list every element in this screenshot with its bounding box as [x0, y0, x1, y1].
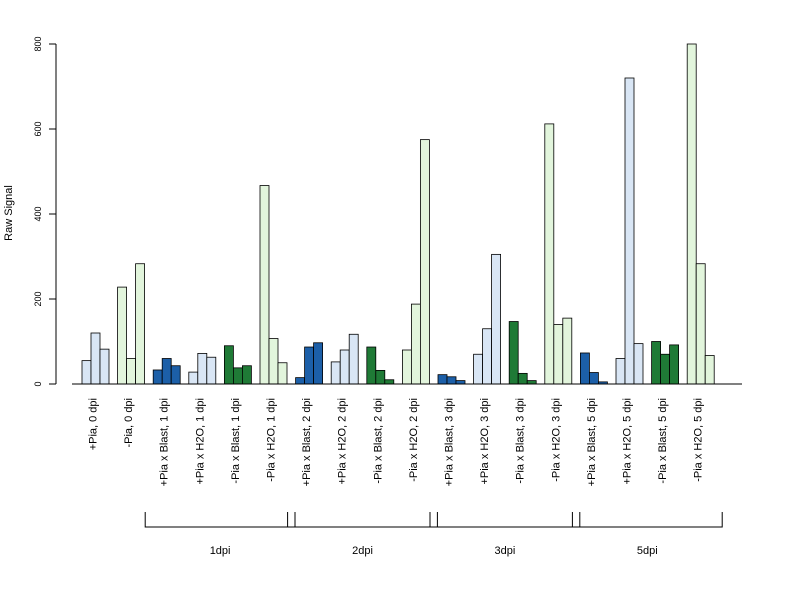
bar — [491, 253, 502, 385]
bar — [126, 358, 136, 385]
x-tick-label: +Pia x H2O, 2 dpi — [337, 398, 349, 485]
bar — [99, 348, 110, 385]
group-brackets: 1dpi 2dpi 3dpi 5dpi — [144, 512, 723, 557]
group-label: 1dpi — [210, 545, 231, 557]
y-tick-label: 0 — [33, 381, 43, 386]
bar — [339, 349, 350, 385]
bar — [313, 342, 324, 385]
bar — [508, 321, 519, 385]
x-tick-label: -Pia x H2O, 5 dpi — [693, 398, 705, 482]
x-tick-label: +Pia x H2O, 5 dpi — [622, 398, 634, 485]
x-tick-label: -Pia x Blast, 5 dpi — [657, 398, 669, 484]
bar — [517, 372, 528, 385]
x-tick-label: +Pia x Blast, 5 dpi — [586, 398, 598, 486]
bar — [197, 352, 208, 385]
x-tick-label: +Pia x Blast, 1 dpi — [159, 398, 171, 486]
x-tick-label: +Pia x Blast, 3 dpi — [444, 398, 456, 486]
bar — [419, 139, 430, 385]
bar — [206, 356, 217, 385]
x-tick-label: -Pia x H2O, 2 dpi — [408, 398, 420, 482]
x-tick-label: -Pia x Blast, 2 dpi — [372, 398, 384, 484]
group-label: 2dpi — [352, 545, 373, 557]
bar — [589, 372, 599, 385]
x-tick-label: +Pia x H2O, 3 dpi — [479, 398, 491, 485]
bar — [401, 349, 412, 385]
bar — [135, 263, 146, 385]
group-label: 5dpi — [637, 545, 658, 557]
x-tick-label: +Pia x Blast, 2 dpi — [301, 398, 313, 486]
x-tick-label: +Pia, 0 dpi — [88, 398, 100, 450]
bar — [161, 358, 172, 385]
bar — [686, 43, 697, 385]
bar — [117, 286, 127, 385]
bar — [384, 379, 395, 385]
bar — [90, 332, 101, 385]
bar — [375, 369, 386, 385]
bar — [669, 344, 679, 385]
bar — [615, 358, 626, 385]
bar — [366, 346, 377, 385]
bar — [704, 355, 715, 385]
bar — [660, 353, 670, 385]
group-bracket — [429, 512, 581, 528]
group-bracket — [287, 512, 438, 528]
bar — [437, 374, 448, 385]
y-tick-label: 400 — [33, 206, 43, 221]
bars — [81, 43, 715, 385]
bar — [330, 361, 341, 385]
bar — [277, 362, 288, 385]
x-tick-label: -Pia x Blast, 3 dpi — [515, 398, 527, 484]
bar — [624, 77, 635, 385]
x-tick-label: +Pia x H2O, 1 dpi — [194, 398, 206, 485]
bar — [562, 317, 573, 385]
bar — [268, 338, 279, 385]
y-axis: 0 200 400 600 800 — [33, 36, 57, 387]
bar — [455, 380, 466, 385]
bar — [223, 345, 234, 385]
bar — [259, 185, 270, 385]
bar — [188, 371, 199, 385]
x-tick-label: -Pia x Blast, 1 dpi — [230, 398, 242, 484]
bar — [544, 123, 555, 385]
y-tick-label: 800 — [33, 36, 43, 51]
x-tick-label: -Pia, 0 dpi — [123, 398, 135, 448]
bar — [81, 360, 92, 385]
x-tick-label: -Pia x H2O, 1 dpi — [266, 398, 278, 482]
y-tick-label: 600 — [33, 121, 43, 136]
bar — [295, 377, 306, 385]
bar — [473, 353, 484, 385]
bar — [695, 263, 706, 385]
bar — [241, 365, 252, 385]
bar — [410, 303, 421, 385]
bar — [633, 343, 644, 385]
bar — [526, 380, 537, 385]
group-bracket — [144, 512, 296, 528]
y-axis-label: Raw Signal — [3, 185, 15, 241]
bar — [580, 352, 590, 385]
x-tick-label: -Pia x H2O, 3 dpi — [550, 398, 562, 482]
group-label: 3dpi — [495, 545, 516, 557]
bar — [482, 328, 493, 385]
y-tick-label: 200 — [33, 291, 43, 306]
bar — [304, 346, 315, 385]
category-labels: +Pia, 0 dpi -Pia, 0 dpi +Pia x Blast, 1 dp… — [88, 398, 705, 486]
bar — [446, 376, 457, 385]
bar — [152, 369, 163, 385]
bar — [232, 367, 243, 385]
group-bracket — [571, 512, 723, 528]
bar — [553, 324, 564, 385]
bar — [170, 365, 181, 385]
bar — [348, 333, 359, 385]
bar — [651, 341, 661, 385]
